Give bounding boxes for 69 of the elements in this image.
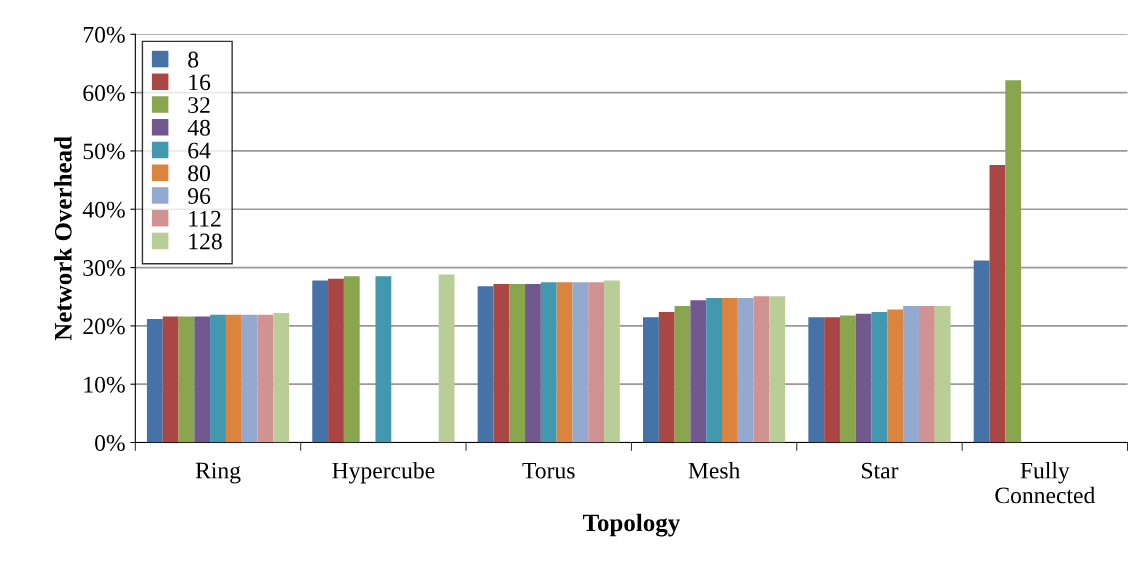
bar [769,296,786,443]
y-tick-label: 30% [83,260,125,277]
bar [493,283,510,443]
legend-label: 8 [188,51,199,68]
bar [241,314,258,443]
bar [658,311,675,443]
bar [162,316,179,443]
x-tick-label: Fully Connected [995,461,1096,504]
legend-label: 128 [189,233,222,250]
y-tick-label: 60% [83,85,125,102]
legend-label: 48 [187,119,210,136]
bar [328,278,344,443]
bar [1005,80,1022,443]
bar [343,276,360,443]
y-tick-label: 50% [83,143,125,160]
bar [257,314,274,443]
bar [706,297,722,443]
bar [525,283,541,443]
bar [375,276,392,443]
legend-label: 32 [188,97,210,114]
x-axis-title: Topology [582,513,681,537]
bar [903,306,919,443]
bar [210,314,226,443]
x-tick-label: Torus [522,462,575,479]
bar [839,315,856,443]
bar [178,316,195,443]
bar [509,283,526,443]
bar [643,317,659,443]
y-tick-label: 70% [83,26,125,43]
y-axis-title: Network Overhead [54,136,72,341]
bar [556,282,573,443]
bar [871,311,888,443]
bar [918,306,935,443]
bar [989,164,1006,443]
bar [753,296,770,443]
legend-label: 16 [189,74,211,91]
bar [588,282,605,443]
bar [887,309,904,443]
bar [737,297,754,443]
bar [722,297,738,443]
bar [934,306,951,443]
bar [225,314,242,443]
bar [690,300,707,443]
bar [273,313,290,443]
y-tick-label: 10% [84,376,125,393]
bar [572,282,589,443]
bar [824,317,840,443]
bar [540,282,557,443]
bar [312,280,329,443]
bar [477,286,494,443]
bar [855,313,872,443]
bar [438,274,455,443]
bar [674,306,691,443]
x-tick-label: Mesh [688,461,741,479]
y-tick-label: 0% [95,435,125,452]
legend-label: 64 [188,142,211,159]
bar [146,318,163,443]
x-tick-label: Star [862,462,899,479]
x-tick-label: Ring [195,462,241,484]
legend-label: 80 [188,165,210,182]
bar [808,317,825,443]
legend-label: 96 [188,188,211,204]
y-tick-label: 40% [82,201,125,218]
bar [194,316,211,443]
legend-label: 112 [189,210,221,227]
x-tick-label: Hypercube [332,461,435,484]
bar [973,260,990,443]
bar [604,280,620,443]
y-tick-label: 20% [83,318,125,335]
